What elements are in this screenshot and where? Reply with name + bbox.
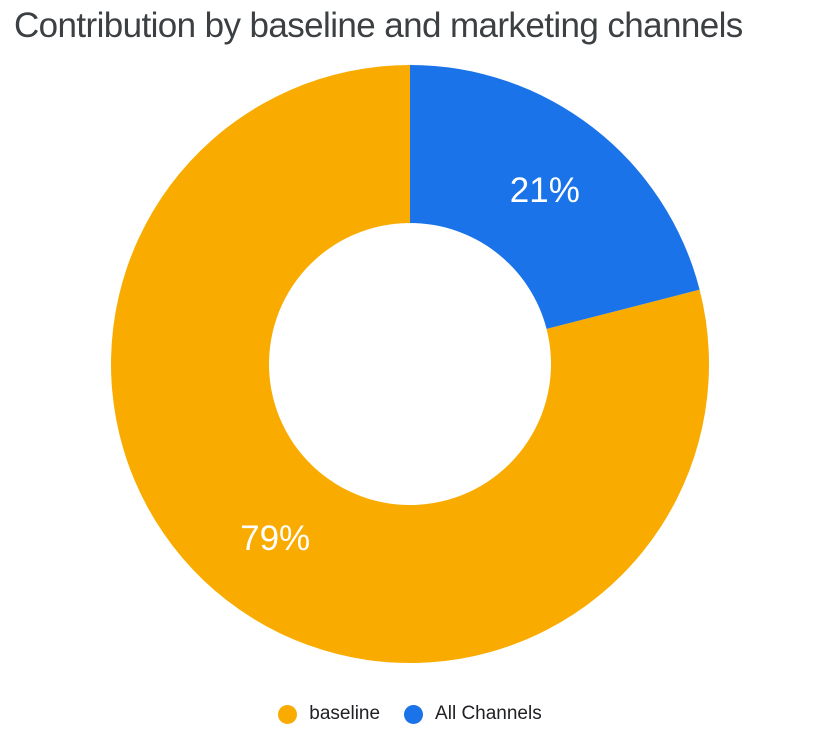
- legend: baseline All Channels: [0, 703, 820, 725]
- legend-swatch-all-channels-icon: [404, 704, 424, 724]
- slice-percent-label-all-channels: 21%: [510, 171, 580, 210]
- pie-slice-baseline[interactable]: [111, 64, 710, 663]
- legend-item-baseline[interactable]: baseline: [278, 703, 380, 725]
- legend-item-all-channels[interactable]: All Channels: [404, 703, 542, 725]
- pie-slice-all-channels[interactable]: [410, 65, 700, 329]
- legend-label-all-channels: All Channels: [435, 703, 542, 724]
- chart-title: Contribution by baseline and marketing c…: [14, 6, 743, 45]
- slice-percent-label-baseline: 79%: [240, 519, 310, 558]
- legend-label-baseline: baseline: [309, 703, 381, 724]
- legend-swatch-baseline-icon: [278, 704, 298, 724]
